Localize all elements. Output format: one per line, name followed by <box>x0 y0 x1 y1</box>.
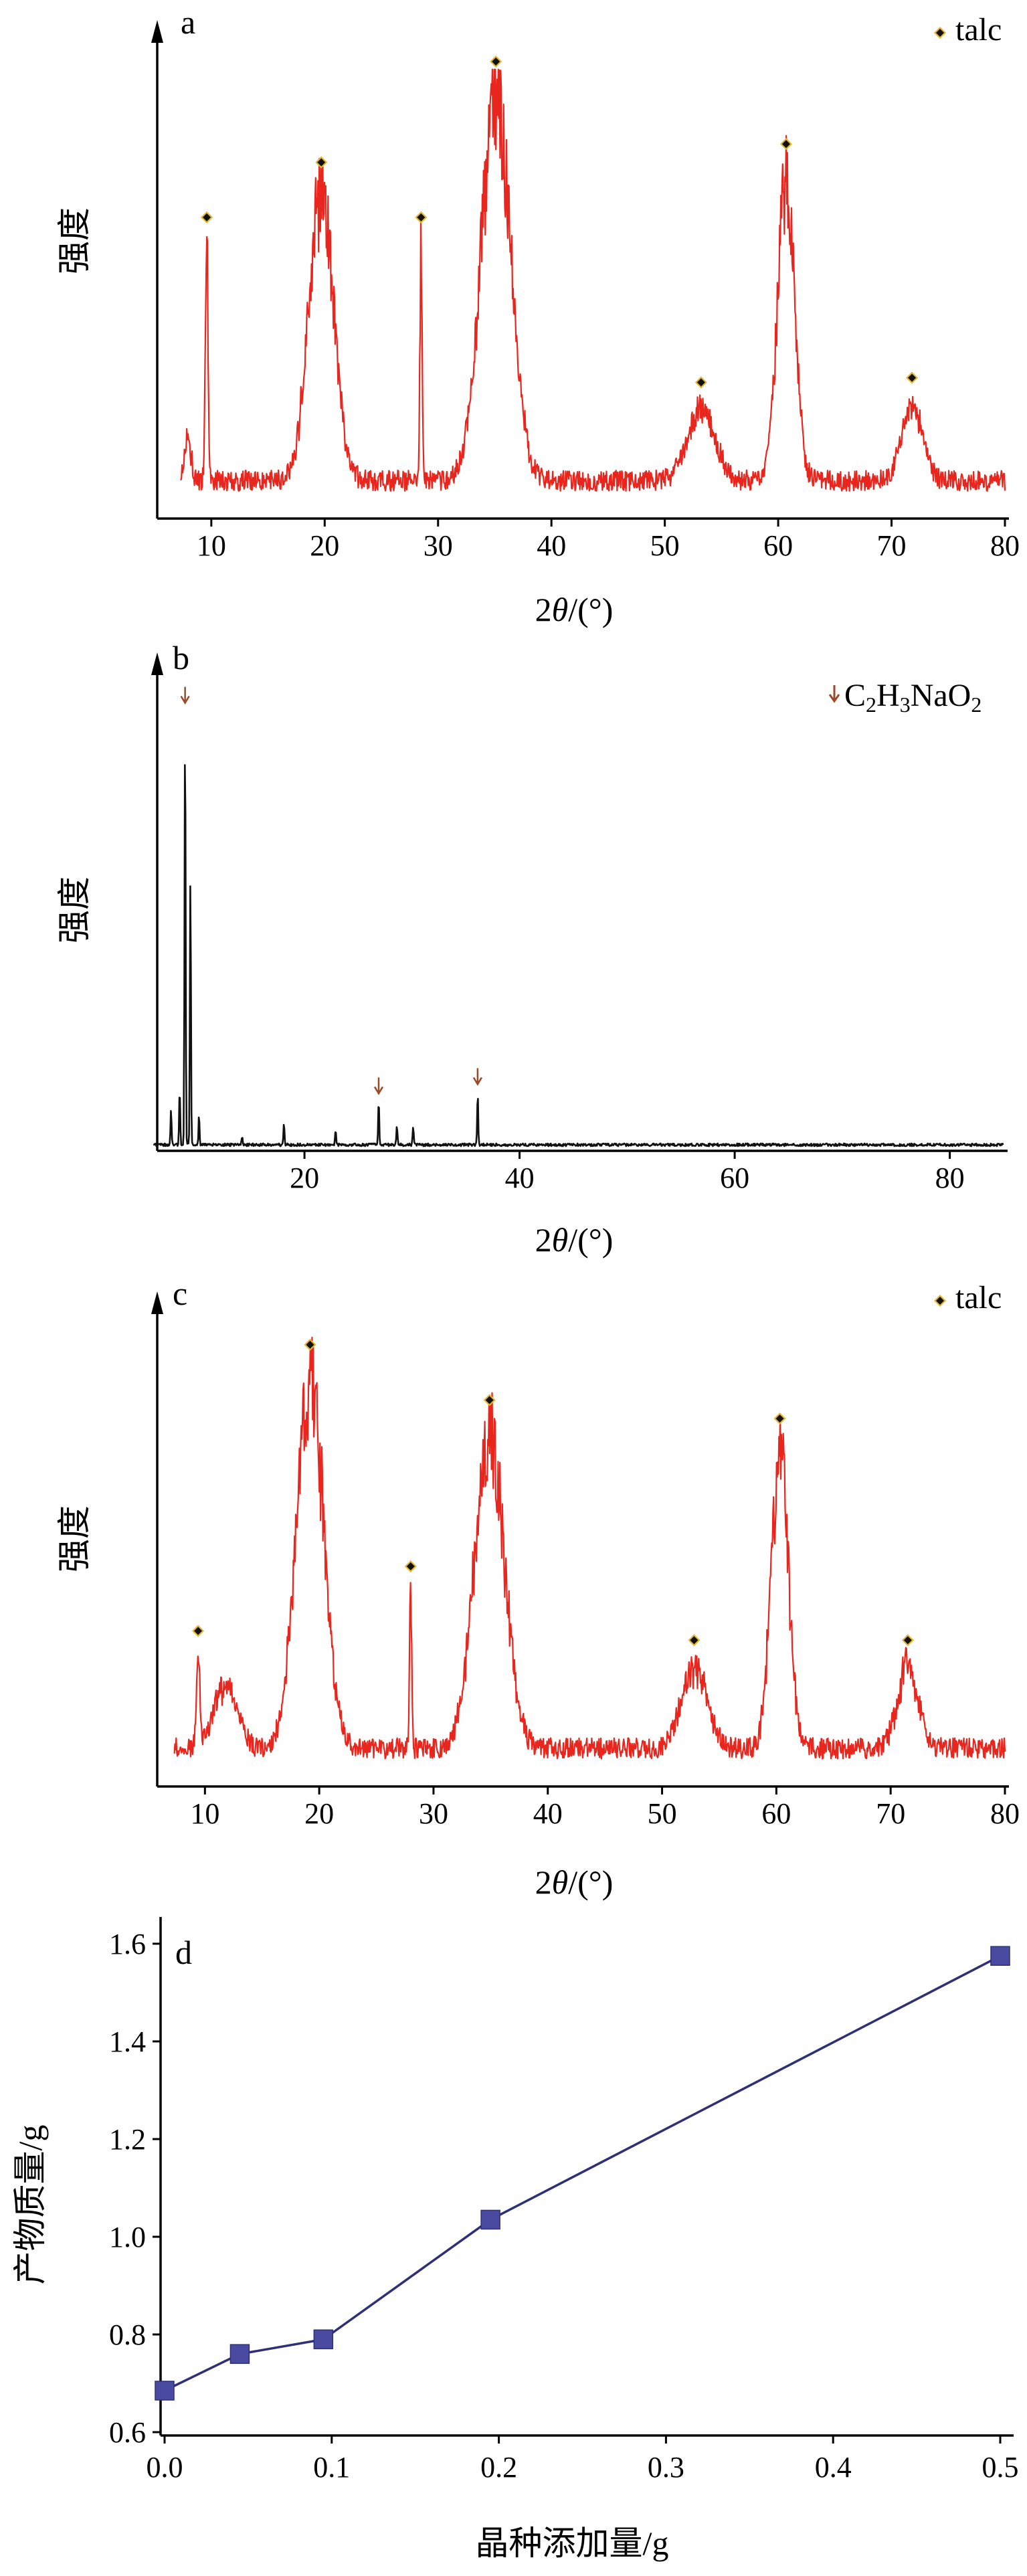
y-tick-label-d: 1.4 <box>109 2025 146 2058</box>
x-tick-label-a: 60 <box>763 529 793 562</box>
y-tick-label-d: 0.8 <box>109 2318 146 2351</box>
talc-marker-core-a <box>203 213 211 221</box>
data-point-d <box>480 2209 500 2230</box>
x-tick-label-c: 20 <box>304 1797 334 1830</box>
talc-marker-core-c <box>406 1562 415 1570</box>
legend-label-sodium-acetate: C2H3NaO2 <box>844 678 982 717</box>
x-tick-label-d: 0.3 <box>648 2451 684 2484</box>
line-chart-d: d 产物质量/g 晶种添加量/g 0.60.81.01.21.41.60.0 0.… <box>11 1917 1019 2562</box>
xrd-chart-a: a talc 强度 2θ/(°) 10 20 30 40 50 60 70 80 <box>56 3 1020 628</box>
panel-label-d: d <box>175 1934 192 1971</box>
x-tick-label-d: 0.0 <box>147 2451 183 2484</box>
data-point-d <box>313 2329 334 2350</box>
talc-marker-core-a <box>492 57 500 66</box>
xrd-chart-c: c talc 强度 2θ/(°) 10 20 30 40 50 60 70 80 <box>56 1275 1020 1901</box>
talc-marker-core-c <box>306 1340 314 1349</box>
plot-area-c: 10 20 30 40 50 60 70 80 <box>151 1291 1020 1830</box>
y-tick-label-d: 1.2 <box>109 2123 146 2156</box>
x-tick-label-b: 40 <box>505 1162 535 1194</box>
y-tick-label-d: 0.6 <box>109 2416 146 2449</box>
x-tick-label-a: 70 <box>877 529 907 562</box>
y-axis-label-b: 强度 <box>56 877 93 943</box>
x-axis-label-a: 2θ/(°) <box>535 591 614 628</box>
xrd-pattern-c <box>173 1336 1006 1760</box>
talc-marker-core-c <box>485 1396 494 1404</box>
panel-label-b: b <box>173 639 189 676</box>
y-axis-arrow-icon-b <box>151 652 163 675</box>
plot-area-b: 20 40 60 80 <box>151 652 1008 1194</box>
legend-a: talc <box>934 12 1002 48</box>
talc-marker-core-a <box>317 158 326 167</box>
x-tick-label-a: 50 <box>650 529 680 562</box>
data-point-d <box>155 2381 175 2401</box>
plot-area-d: 0.6 0.8 1.0 1.2 1.4 1.6 0.0 0.1 0.2 0.3 0.4 0.5 <box>109 1917 1019 2484</box>
y-tick-label-d: 1.0 <box>109 2221 146 2253</box>
data-point-d <box>229 2344 250 2364</box>
legend-diamond-core-a <box>936 29 944 37</box>
talc-marker-core-a <box>696 378 705 387</box>
xrd-chart-b: b C2H3NaO2 强度 2θ/(°) 20 40 60 80 <box>56 639 1008 1259</box>
x-tick-label-c: 40 <box>533 1797 563 1830</box>
talc-marker-core-c <box>690 1636 698 1645</box>
panel-label-a: a <box>181 3 195 41</box>
data-point-d <box>990 1946 1010 1966</box>
x-axis-label-c: 2θ/(°) <box>535 1863 614 1901</box>
talc-marker-core-a <box>417 213 426 221</box>
legend-b: C2H3NaO2 <box>828 678 982 717</box>
y-axis-label-c: 强度 <box>56 1505 93 1572</box>
y-tick-label-d: 1.6 <box>109 1928 146 1960</box>
xrd-pattern-a <box>180 68 1006 492</box>
acetate-arrow-head-b <box>180 695 190 705</box>
x-tick-label-d: 0.1 <box>313 2451 350 2484</box>
legend-c: talc <box>934 1280 1002 1315</box>
xrd-pattern-b <box>153 764 1004 1147</box>
legend-diamond-core-c <box>936 1297 944 1305</box>
plot-area-a: 10 20 30 40 50 60 70 80 <box>151 20 1020 562</box>
talc-marker-core-a <box>781 140 790 149</box>
legend-label-talc-c: talc <box>955 1280 1002 1315</box>
x-tick-label-c: 30 <box>419 1797 448 1830</box>
y-axis-arrow-icon-c <box>151 1291 163 1314</box>
panel-label-c: c <box>173 1275 187 1312</box>
talc-marker-core-a <box>908 373 917 382</box>
y-axis-arrow-icon-a <box>151 20 163 43</box>
x-tick-label-d: 0.5 <box>982 2451 1019 2484</box>
x-tick-label-a: 40 <box>537 529 566 562</box>
talc-marker-core-c <box>903 1636 912 1645</box>
x-tick-label-a: 10 <box>197 529 226 562</box>
x-tick-label-c: 50 <box>648 1797 677 1830</box>
x-tick-label-c: 60 <box>761 1797 791 1830</box>
acetate-arrow-head-b <box>472 1077 482 1086</box>
x-tick-label-c: 10 <box>190 1797 219 1830</box>
x-tick-label-c: 70 <box>876 1797 905 1830</box>
x-axis-label-b: 2θ/(°) <box>535 1221 614 1259</box>
legend-label-talc-a: talc <box>955 12 1002 48</box>
y-axis-label-d: 产物质量/g <box>11 2125 49 2285</box>
x-tick-label-a: 80 <box>990 529 1020 562</box>
x-tick-label-c: 80 <box>990 1797 1020 1830</box>
x-tick-label-b: 20 <box>290 1162 319 1194</box>
legend-arrow-head-icon-b <box>828 694 840 703</box>
acetate-arrow-head-b <box>373 1086 384 1095</box>
x-tick-label-d: 0.4 <box>815 2451 852 2484</box>
x-tick-label-d: 0.2 <box>480 2451 517 2484</box>
x-tick-label-b: 60 <box>720 1162 749 1194</box>
talc-marker-core-c <box>775 1414 784 1423</box>
series-line-d <box>164 1954 1001 2392</box>
x-axis-label-d: 晶种添加量/g <box>476 2524 669 2562</box>
x-tick-label-b: 80 <box>935 1162 965 1194</box>
x-tick-label-a: 30 <box>424 529 453 562</box>
x-tick-label-a: 20 <box>310 529 339 562</box>
y-axis-label-a: 强度 <box>56 207 93 274</box>
talc-marker-core-c <box>194 1627 203 1635</box>
